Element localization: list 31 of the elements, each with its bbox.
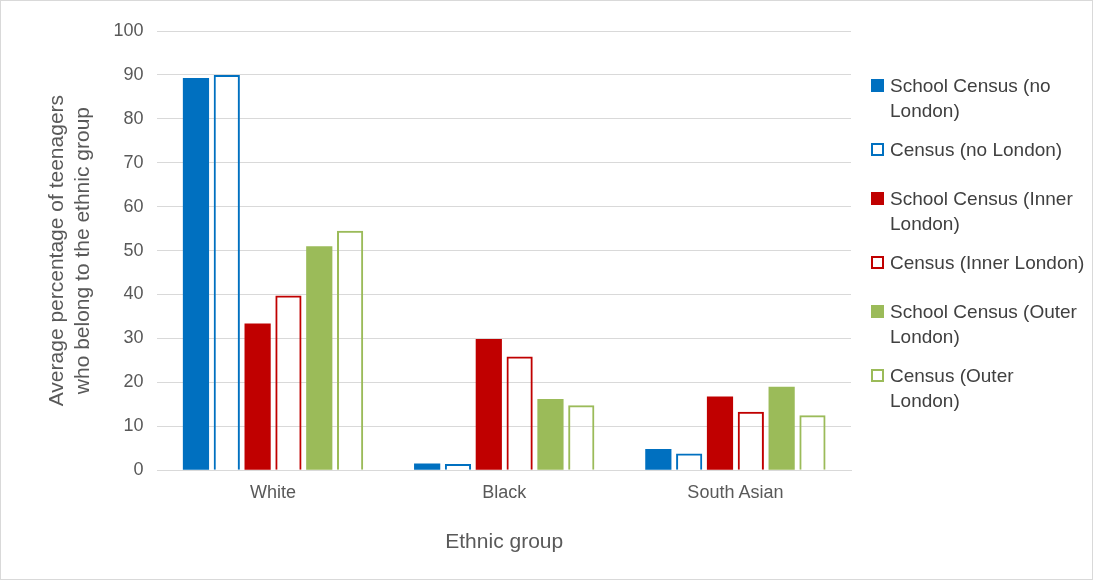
y-tick-label: 40 bbox=[123, 283, 144, 304]
legend-label: School Census (no London) bbox=[890, 74, 1052, 123]
bar bbox=[475, 338, 502, 470]
bar bbox=[182, 77, 210, 470]
y-tick-label: 0 bbox=[133, 459, 144, 480]
bar bbox=[768, 386, 795, 470]
legend-label: Census (Outer London) bbox=[890, 364, 1015, 413]
bar bbox=[706, 396, 734, 470]
bar bbox=[306, 246, 333, 470]
y-tick-label: 20 bbox=[123, 371, 144, 392]
x-tick-label: White bbox=[250, 481, 297, 502]
y-tick-label: 50 bbox=[123, 239, 144, 260]
y-axis-title: Average percentage of teenagers who belong to the ethnic group bbox=[44, 94, 93, 407]
legend-label: School Census (Inner London) bbox=[890, 187, 1074, 236]
y-tick-label: 60 bbox=[123, 195, 144, 216]
bar bbox=[244, 323, 271, 470]
x-tick-label: South Asian bbox=[687, 481, 784, 502]
legend-label: Census (Inner London) bbox=[890, 251, 1085, 275]
bar bbox=[537, 399, 564, 470]
y-tick-label: 10 bbox=[123, 415, 144, 436]
x-tick-label: Black bbox=[482, 481, 528, 502]
legend-label: School Census (Outer London) bbox=[890, 300, 1078, 349]
y-tick-label: 30 bbox=[123, 327, 144, 348]
x-axis-title: Ethnic group bbox=[445, 529, 564, 553]
y-tick-label: 100 bbox=[113, 19, 144, 40]
y-tick-label: 90 bbox=[123, 63, 144, 84]
bar bbox=[645, 449, 672, 470]
bar bbox=[414, 463, 441, 470]
y-tick-label: 70 bbox=[123, 151, 144, 172]
legend-label: Census (no London) bbox=[890, 138, 1063, 162]
y-tick-label: 80 bbox=[123, 107, 144, 128]
